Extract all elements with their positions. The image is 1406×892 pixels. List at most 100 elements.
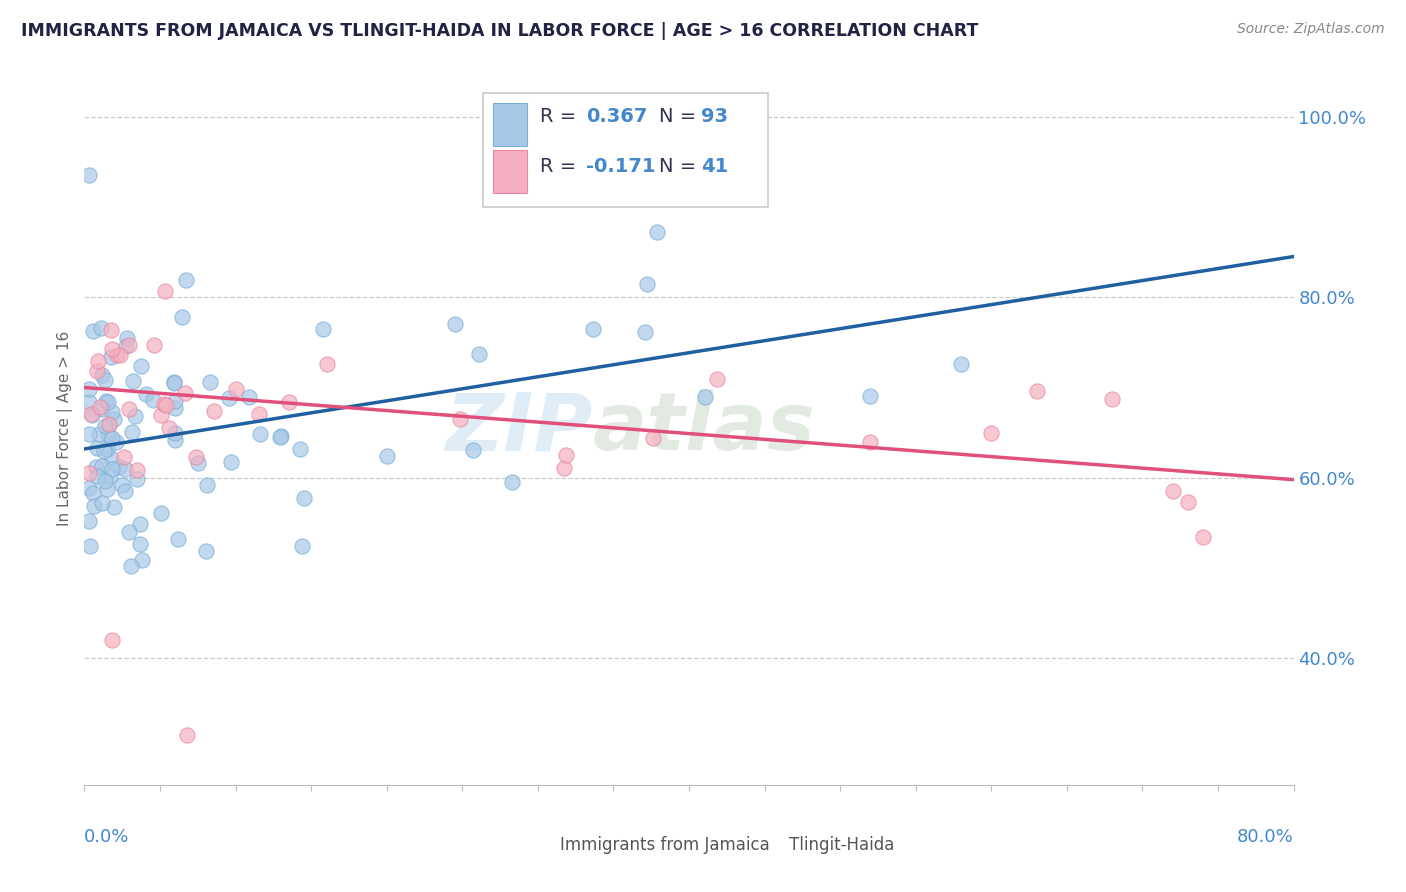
Point xyxy=(86,441,108,455)
Point xyxy=(238,391,260,405)
Point xyxy=(86,469,108,483)
Point xyxy=(270,429,292,443)
Point xyxy=(163,375,186,389)
Point xyxy=(77,395,100,409)
Text: -0.171: -0.171 xyxy=(586,157,655,176)
Point xyxy=(291,540,314,554)
Point xyxy=(645,225,668,239)
Point xyxy=(121,425,143,440)
Point xyxy=(105,348,128,362)
Point xyxy=(292,491,315,506)
Point xyxy=(101,462,124,476)
Point xyxy=(83,499,105,513)
Point xyxy=(163,401,186,415)
Point xyxy=(859,434,882,449)
Text: Source: ZipAtlas.com: Source: ZipAtlas.com xyxy=(1237,22,1385,37)
Point xyxy=(77,514,100,528)
Point xyxy=(105,435,128,450)
Point xyxy=(77,168,100,182)
Point xyxy=(114,462,136,476)
FancyBboxPatch shape xyxy=(484,93,768,207)
Point xyxy=(94,419,117,434)
Point xyxy=(269,430,291,444)
Point xyxy=(554,448,576,462)
Point xyxy=(153,397,176,411)
Point xyxy=(290,442,312,457)
Point xyxy=(128,516,150,531)
Text: R =: R = xyxy=(540,107,582,126)
Point xyxy=(93,474,115,488)
Point xyxy=(115,338,138,352)
Point xyxy=(79,539,101,553)
Point xyxy=(96,482,118,496)
Point xyxy=(122,374,145,388)
Point xyxy=(444,317,467,331)
Point xyxy=(111,477,134,491)
Point xyxy=(553,460,575,475)
Bar xyxy=(494,150,527,193)
Text: R =: R = xyxy=(540,157,582,176)
Point xyxy=(98,469,121,483)
Text: 41: 41 xyxy=(702,157,728,176)
Point xyxy=(77,427,100,442)
Point xyxy=(117,331,139,345)
Text: 0.0%: 0.0% xyxy=(84,828,129,846)
Text: 80.0%: 80.0% xyxy=(1237,828,1294,846)
Point xyxy=(197,478,219,492)
Point xyxy=(93,443,115,458)
Point xyxy=(706,371,728,385)
Point xyxy=(155,398,177,412)
Point xyxy=(129,537,152,551)
Point xyxy=(461,443,484,458)
Point xyxy=(176,728,198,742)
Point xyxy=(124,409,146,424)
Point xyxy=(278,394,301,409)
Point xyxy=(96,394,118,409)
Point xyxy=(125,463,148,477)
Point xyxy=(634,325,657,339)
Point xyxy=(82,324,104,338)
Point xyxy=(247,407,270,421)
Point xyxy=(84,460,107,475)
Point xyxy=(80,407,103,421)
Point xyxy=(1025,384,1047,399)
Point xyxy=(693,391,716,405)
Text: atlas: atlas xyxy=(592,389,815,467)
Point xyxy=(218,391,240,405)
Point xyxy=(90,321,112,335)
Point xyxy=(312,322,335,336)
Point xyxy=(135,386,157,401)
Point xyxy=(114,483,136,498)
Point xyxy=(165,426,187,441)
Point xyxy=(110,349,132,363)
Point xyxy=(91,458,114,473)
Text: 0.367: 0.367 xyxy=(586,107,648,126)
Text: Immigrants from Jamaica: Immigrants from Jamaica xyxy=(560,836,769,854)
Point xyxy=(100,350,122,364)
Text: 93: 93 xyxy=(702,107,728,126)
Point xyxy=(131,359,153,373)
Point xyxy=(100,450,122,465)
Point xyxy=(172,310,194,325)
Bar xyxy=(526,831,553,858)
Point xyxy=(87,353,110,368)
Point xyxy=(162,376,184,391)
Text: N =: N = xyxy=(659,157,702,176)
Point xyxy=(581,321,603,335)
Bar xyxy=(494,103,527,146)
Point xyxy=(101,633,124,648)
Point xyxy=(96,442,118,456)
Point xyxy=(859,389,882,403)
Point xyxy=(125,472,148,486)
Point xyxy=(87,427,110,442)
Point xyxy=(120,558,142,573)
Point xyxy=(950,358,973,372)
Point xyxy=(77,382,100,396)
Point xyxy=(91,401,114,416)
Point xyxy=(86,364,108,378)
Point xyxy=(1161,483,1184,498)
Point xyxy=(98,417,121,432)
Point xyxy=(143,338,166,352)
Point xyxy=(159,420,181,434)
Point xyxy=(108,459,131,474)
